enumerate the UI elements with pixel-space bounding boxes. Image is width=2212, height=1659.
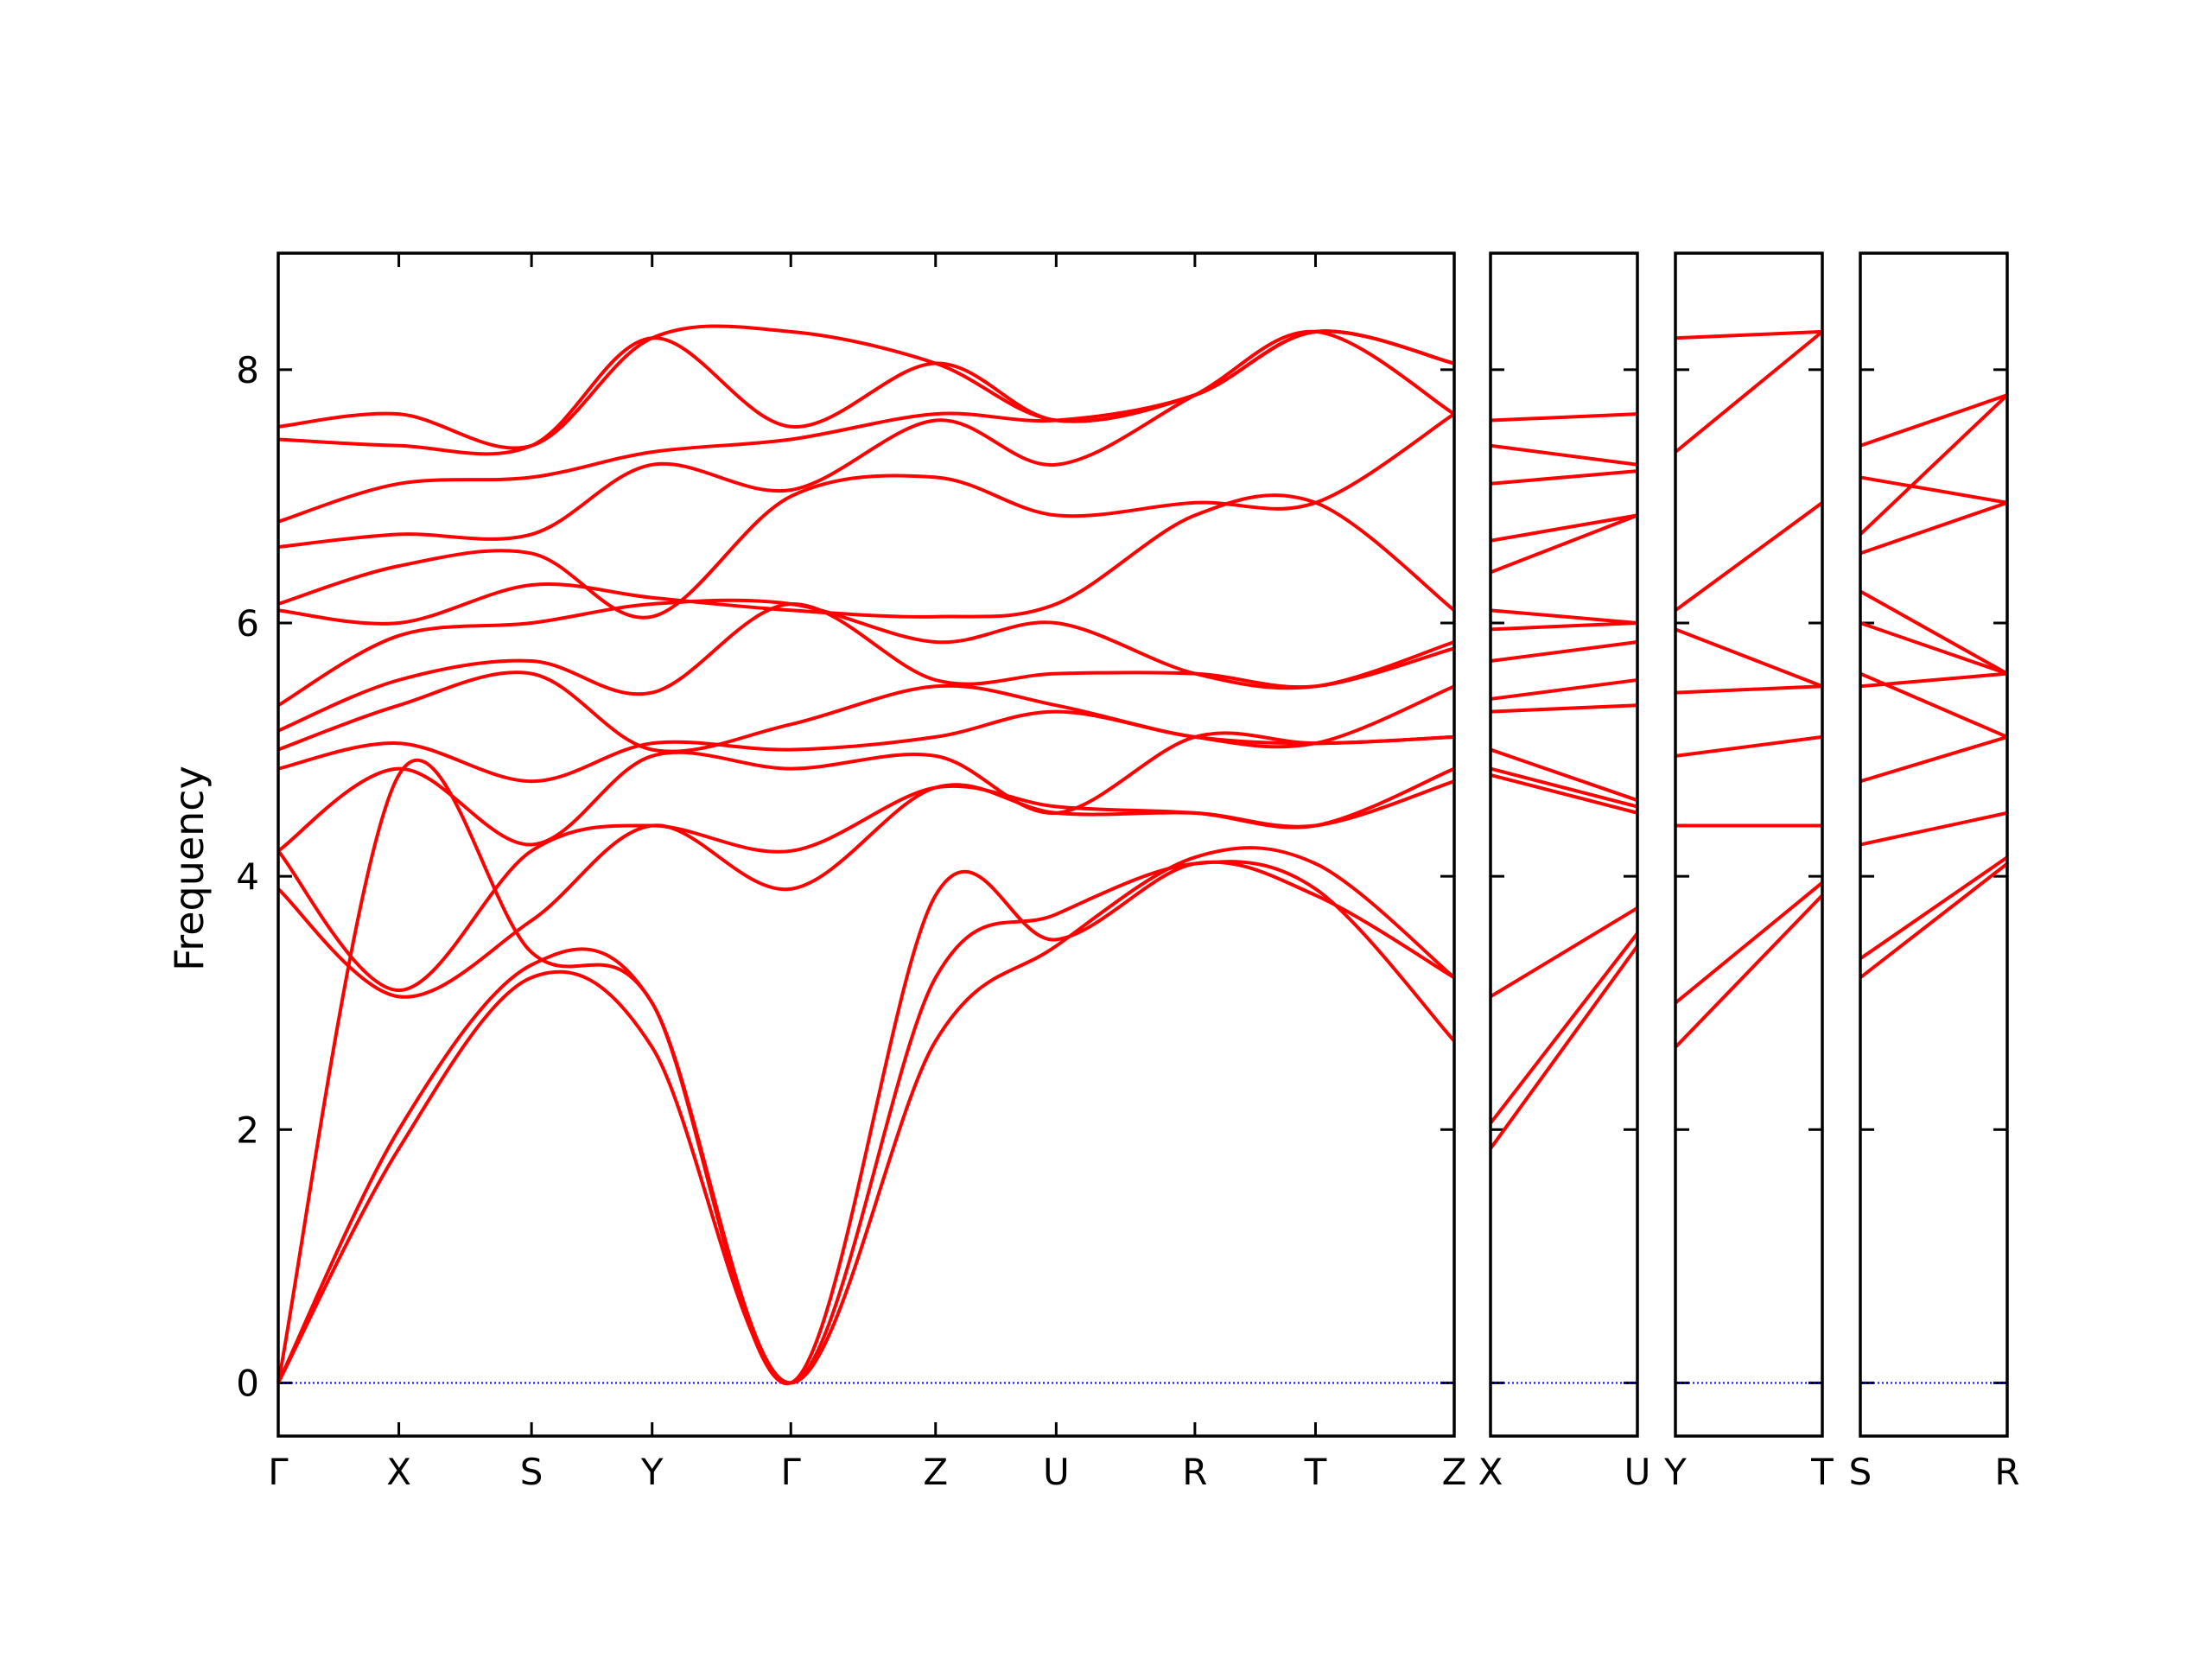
x-tick-label: R xyxy=(1182,1451,1207,1493)
band-9 xyxy=(277,601,1455,733)
band-9 xyxy=(1675,329,1823,340)
band-15 xyxy=(277,329,1455,456)
band-10 xyxy=(1859,393,2009,536)
band-13 xyxy=(1490,513,1638,543)
band-4 xyxy=(1675,734,1823,758)
band-5 xyxy=(276,766,1455,993)
band-16 xyxy=(1490,412,1638,423)
x-tick-label: Y xyxy=(640,1451,664,1493)
band-8 xyxy=(1674,330,1824,454)
y-tick-label: 2 xyxy=(236,1109,259,1151)
x-tick-label: R xyxy=(1994,1451,2019,1493)
band-12 xyxy=(1490,513,1638,575)
band-9 xyxy=(1490,639,1638,663)
band-3 xyxy=(1489,906,1639,999)
x-tick-label: Γ xyxy=(781,1451,802,1493)
x-tick-label: Y xyxy=(1663,1451,1687,1493)
band-12 xyxy=(1859,393,2008,448)
band-1 xyxy=(276,860,1456,1385)
band-5 xyxy=(1490,766,1638,809)
band-6 xyxy=(276,731,1455,853)
band-7 xyxy=(277,709,1455,784)
band-4 xyxy=(276,779,1455,999)
panel-frame xyxy=(1489,251,1639,1438)
band-8 xyxy=(277,671,1455,753)
band-7 xyxy=(1490,703,1638,714)
x-tick-label: T xyxy=(1810,1451,1834,1493)
x-tick-label: Γ xyxy=(268,1451,289,1493)
band-12 xyxy=(277,412,1456,620)
band-6 xyxy=(1675,627,1823,689)
x-tick-label: Z xyxy=(923,1451,948,1493)
band-8 xyxy=(1859,589,2008,676)
x-tick-label: X xyxy=(1478,1451,1503,1493)
band-5 xyxy=(1675,684,1823,695)
band-8 xyxy=(1490,677,1638,701)
band-14 xyxy=(1490,469,1638,486)
panel-frame xyxy=(276,251,1456,1438)
band-6 xyxy=(1859,671,2008,739)
y-tick-label: 0 xyxy=(236,1362,259,1404)
band-7 xyxy=(1859,621,2008,676)
panel-frame xyxy=(1674,251,1824,1438)
x-tick-label: U xyxy=(1624,1451,1651,1493)
band-10 xyxy=(276,598,1455,708)
band-3 xyxy=(276,758,1456,1385)
x-tick-label: U xyxy=(1043,1451,1070,1493)
y-tick-label: 8 xyxy=(236,349,259,391)
band-14 xyxy=(277,329,1455,524)
band-11 xyxy=(1859,475,2008,505)
x-tick-label: S xyxy=(1849,1451,1872,1493)
band-1 xyxy=(1489,944,1639,1150)
panel-1: 0 2 4 6 8 Γ X S Y Γ Z U R T Z xyxy=(236,251,1467,1493)
band-16 xyxy=(277,324,1455,450)
band-11 xyxy=(277,493,1456,626)
x-tick-label: Z xyxy=(1442,1451,1467,1493)
band-15 xyxy=(1490,443,1638,467)
x-tick-label: S xyxy=(520,1451,543,1493)
band-3 xyxy=(1859,810,2008,847)
band-2 xyxy=(1674,880,1824,1005)
band-1 xyxy=(1674,893,1824,1049)
band-2 xyxy=(1859,855,2009,961)
y-axis-label: Frequency xyxy=(166,766,213,971)
band-13 xyxy=(277,329,1456,550)
band-2 xyxy=(276,846,1456,1385)
y-tick-label: 4 xyxy=(236,855,259,898)
band-7 xyxy=(1674,501,1824,612)
y-tick-label: 6 xyxy=(236,602,259,645)
band-2 xyxy=(1489,931,1639,1125)
band-9 xyxy=(1859,500,2008,556)
panel-frame xyxy=(1859,251,2009,1438)
band-11 xyxy=(1490,608,1638,625)
band-6 xyxy=(1490,747,1638,803)
x-tick-label: X xyxy=(386,1451,411,1493)
band-1 xyxy=(1859,861,2009,979)
band-10 xyxy=(1490,620,1638,632)
x-tick-label: T xyxy=(1304,1451,1327,1493)
band-4 xyxy=(1859,734,2008,784)
band-4 xyxy=(1490,772,1638,815)
